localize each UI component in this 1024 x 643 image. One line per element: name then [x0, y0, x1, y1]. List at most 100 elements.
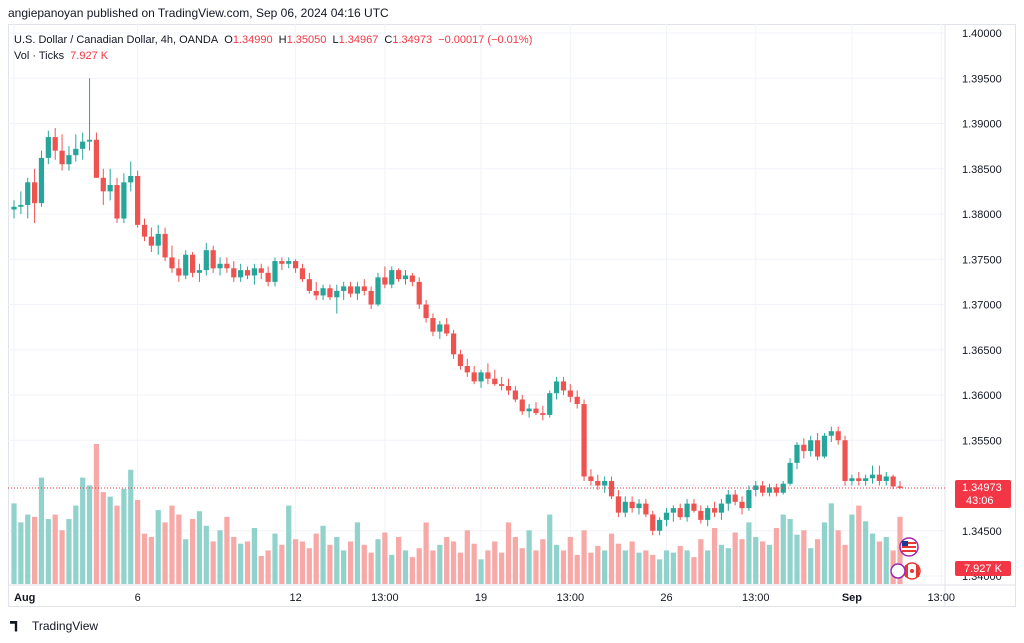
candle [217, 257, 223, 276]
volume-bar [396, 536, 402, 584]
candle [93, 132, 100, 178]
candle [313, 281, 319, 300]
volume-bar [286, 505, 292, 584]
time-tick-label: 13:00 [371, 592, 399, 604]
symbol-title: U.S. Dollar / Canadian Dollar, 4h, OANDA [14, 34, 219, 46]
volume-bar [746, 522, 752, 584]
volume-bar [574, 554, 580, 584]
time-tick-label: 19 [475, 592, 487, 604]
volume-bar [739, 539, 745, 584]
candle [25, 177, 31, 219]
candle [45, 130, 51, 165]
volume-bar [808, 548, 814, 584]
volume-bar [478, 559, 484, 584]
candle [368, 286, 374, 310]
candle [567, 384, 573, 403]
volume-bar [876, 541, 883, 584]
volume-bar [636, 552, 642, 584]
volume-bar [86, 485, 93, 584]
price-tick-label: 1.34500 [962, 526, 1002, 538]
price-tick-label: 1.37500 [962, 254, 1002, 266]
open-label: O [224, 34, 233, 46]
candle [574, 390, 580, 409]
candle [753, 480, 759, 497]
volume-bar [663, 550, 670, 584]
time-tick-label: 12 [289, 592, 301, 604]
volume-bar [169, 505, 175, 584]
candle [705, 505, 711, 527]
candle [657, 517, 663, 536]
volume-bar [224, 516, 230, 584]
high-label: H [278, 34, 287, 46]
volume-bar [107, 496, 113, 584]
volume-bar [217, 530, 223, 584]
price-tick-label: 1.38500 [962, 164, 1002, 176]
candle [430, 313, 436, 337]
price-axis: 1.40000 1.39500 1.39000 1.38500 1.38000 1.375… [962, 28, 1002, 583]
price-tick-label: 1.39500 [962, 73, 1002, 85]
candle [292, 259, 299, 273]
candle [835, 426, 841, 445]
volume-bar [176, 514, 182, 584]
publish-info: angiepanoyan published on TradingView.co… [8, 6, 389, 20]
candle [560, 376, 567, 395]
candle [890, 474, 896, 490]
volume-bar [821, 522, 828, 584]
volume-bar [128, 469, 134, 584]
candle [189, 252, 196, 278]
volume-value-label: 7.927 K [964, 563, 1003, 575]
candle [780, 480, 786, 495]
candle [416, 277, 422, 310]
candle [794, 442, 800, 470]
volume-bar [711, 528, 718, 584]
low-value: 1.34967 [338, 34, 379, 46]
candle [814, 433, 821, 461]
volume-bar [725, 548, 731, 584]
volume-bar [773, 528, 779, 584]
volume-bar [114, 505, 120, 584]
time-tick-label: 26 [660, 592, 672, 604]
volume-bar [629, 541, 635, 584]
volume-bar [244, 541, 251, 584]
candle [128, 161, 134, 192]
volume-bar [382, 532, 388, 584]
candle [327, 284, 333, 300]
volume-bar [684, 550, 690, 584]
candle [114, 177, 120, 224]
candle [684, 499, 690, 522]
candle [286, 257, 292, 269]
volume-bar [698, 539, 704, 584]
volume-bar [183, 539, 189, 584]
candle [849, 474, 855, 486]
candle [135, 170, 141, 228]
candle [176, 259, 182, 282]
volume-bar [567, 536, 573, 584]
volume-bar [93, 444, 100, 584]
volume-bar [732, 532, 738, 584]
volume-indicator-value: 7.927 K [70, 50, 109, 62]
candle [773, 483, 779, 497]
volume-bar [780, 514, 786, 584]
volume-bar [512, 536, 518, 584]
volume-bar [588, 552, 594, 584]
candle [533, 402, 539, 415]
candle [499, 376, 505, 391]
candle [38, 150, 45, 207]
candle [540, 405, 546, 421]
volume-bar [794, 534, 800, 584]
candle [691, 499, 697, 513]
candle [512, 385, 518, 403]
ohlc-row: U.S. Dollar / Canadian Dollar, 4h, OANDA… [14, 32, 535, 48]
candle [505, 378, 512, 395]
candle [73, 134, 79, 162]
price-tick-label: 1.36500 [962, 345, 1002, 357]
volume-bar [100, 492, 106, 584]
candle [526, 404, 532, 418]
candle [375, 272, 381, 307]
time-tick-label: 13:00 [557, 592, 585, 604]
candle [361, 279, 367, 296]
candle [519, 395, 525, 415]
price-tick-label: 1.35500 [962, 435, 1002, 447]
close-label: C [384, 34, 393, 46]
